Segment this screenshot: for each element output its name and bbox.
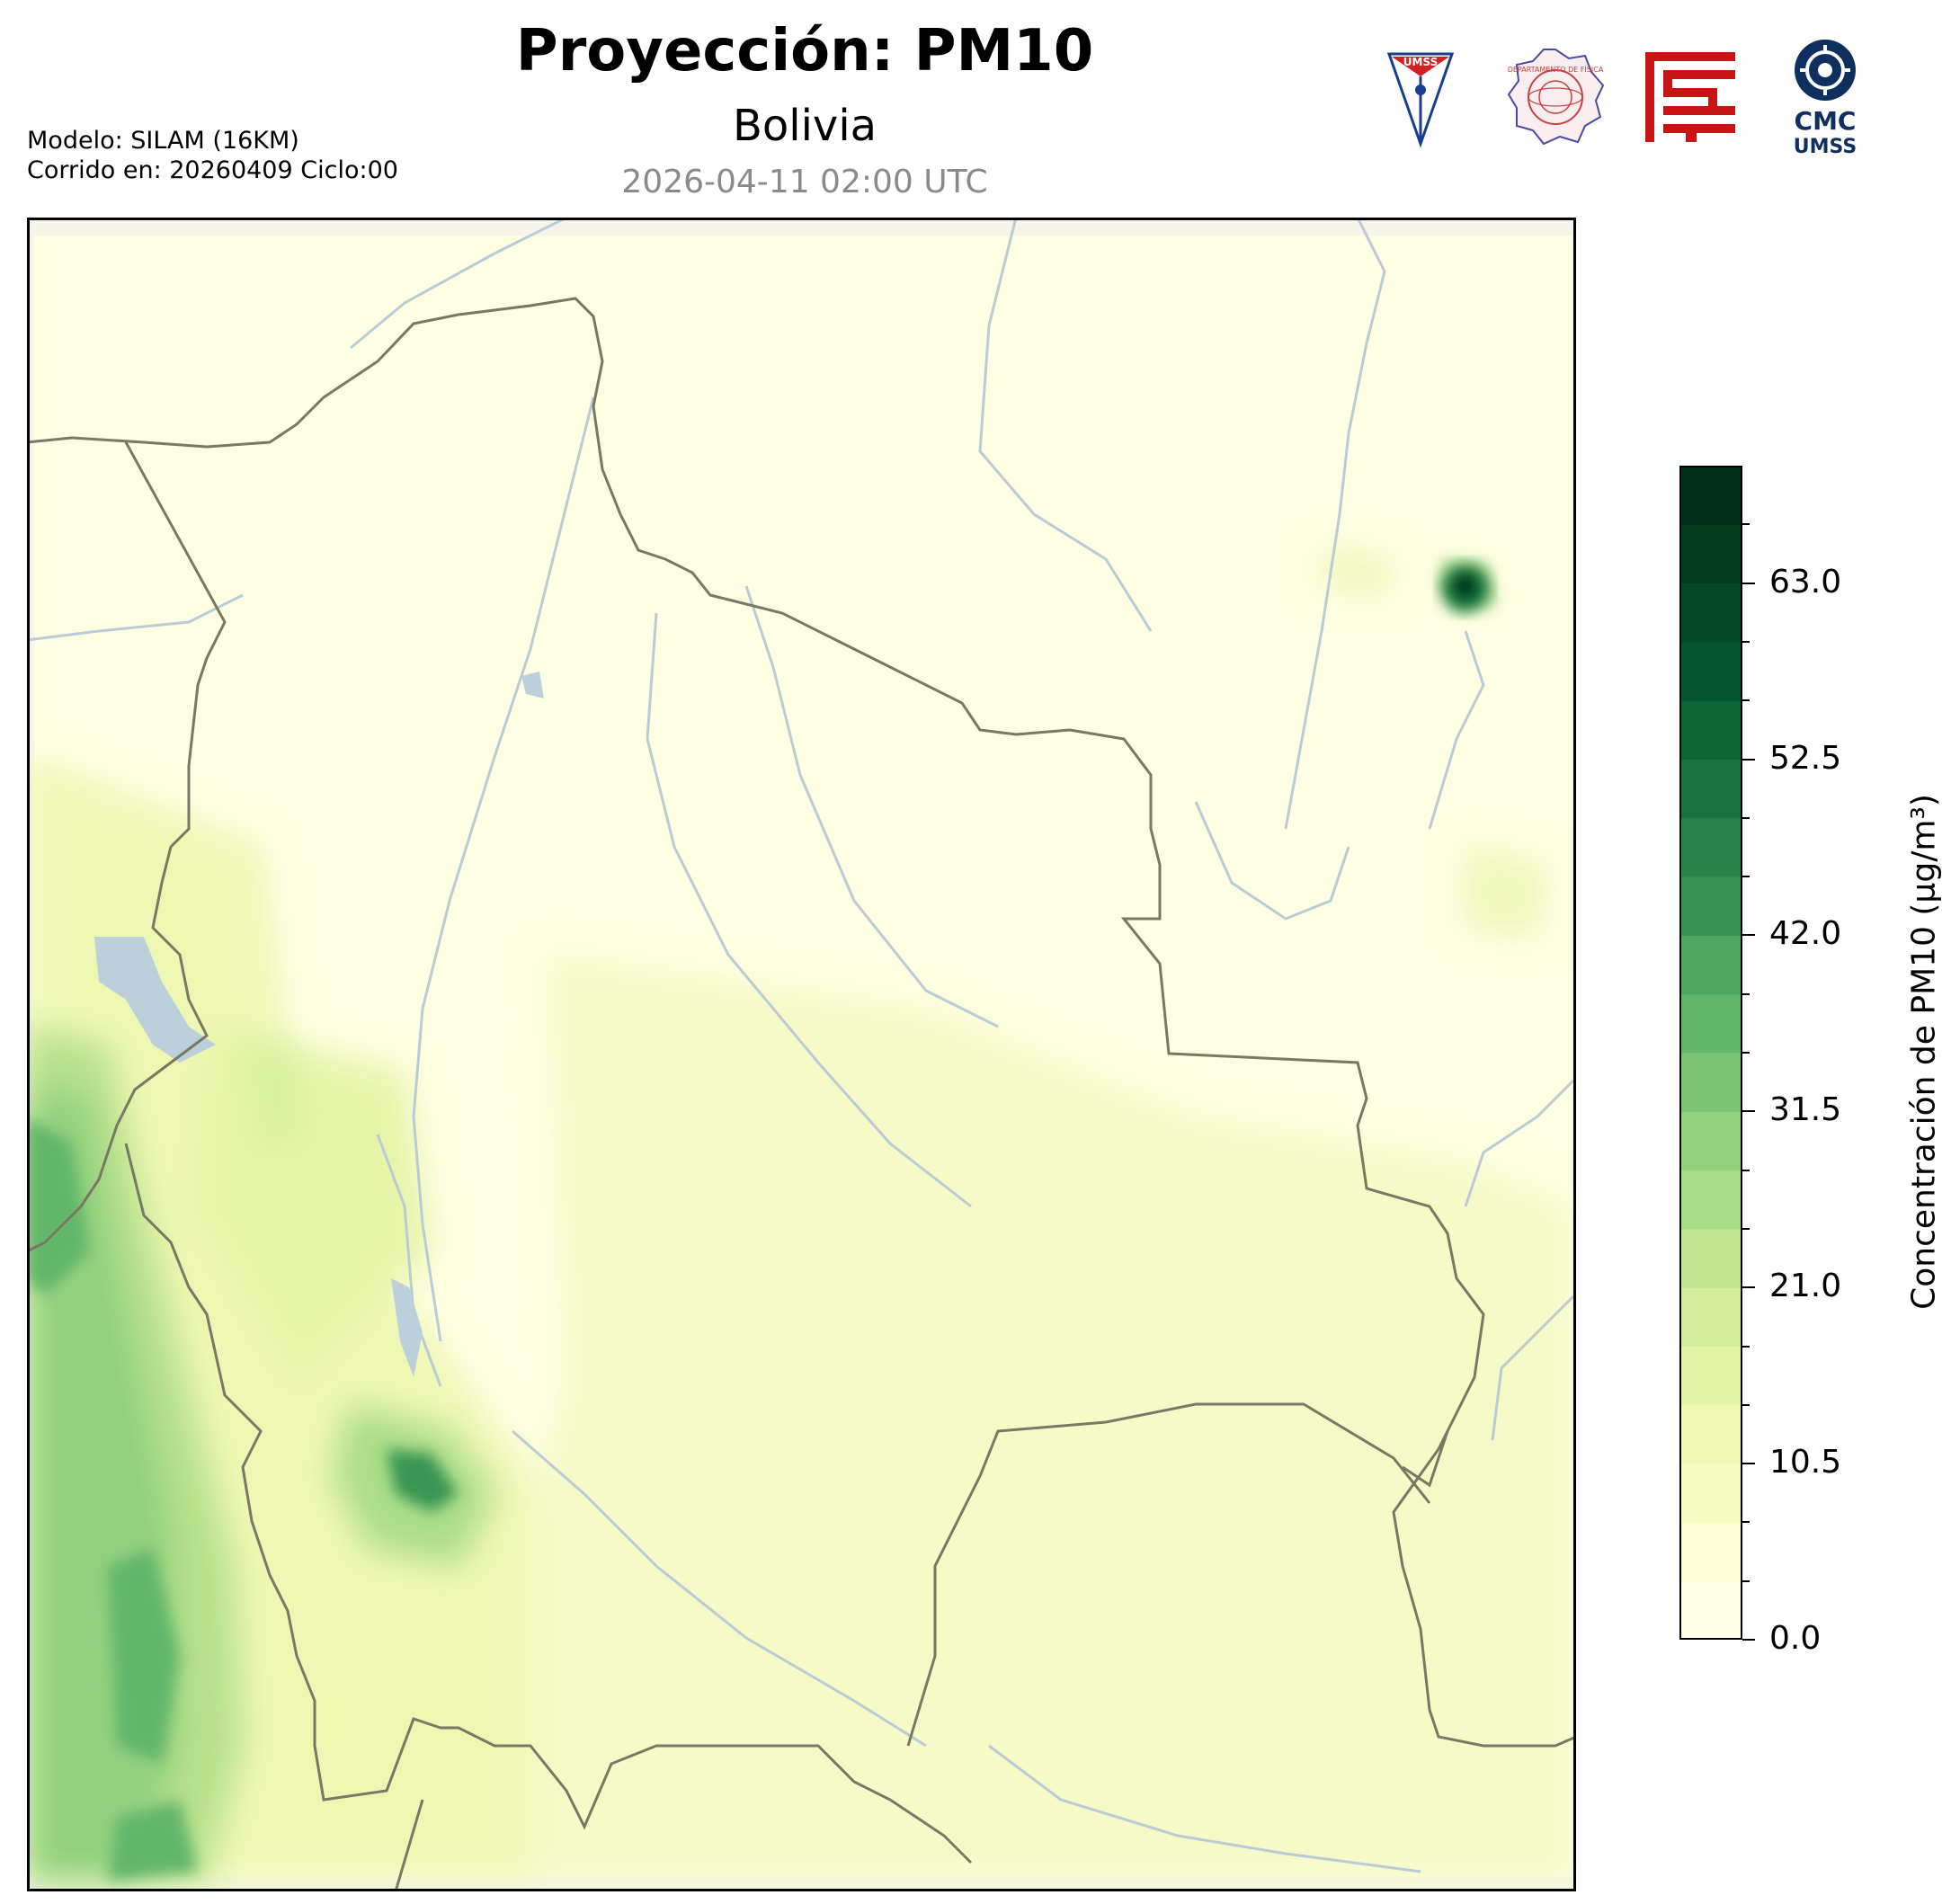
colorbar-segment [1679, 1053, 1742, 1112]
colorbar-minor-tick [1742, 992, 1750, 995]
pm10-concentration-map [27, 218, 1576, 1891]
colorbar-segment [1679, 759, 1742, 819]
colorbar-tick-label: 10.5 [1769, 1444, 1842, 1481]
colorbar-minor-tick [1742, 582, 1750, 584]
colorbar-minor-tick [1742, 640, 1750, 643]
colorbar-minor-tick [1742, 1169, 1750, 1171]
colorbar-segment [1679, 1580, 1742, 1640]
colorbar-minor-tick [1742, 1521, 1750, 1524]
colorbar-minor-tick [1742, 1286, 1750, 1289]
colorbar-segment [1679, 524, 1742, 584]
run-line: Corrido en: 20260409 Ciclo:00 [27, 156, 398, 184]
colorbar-minor-tick [1742, 1110, 1750, 1113]
colorbar-tick-label: 42.0 [1769, 915, 1842, 953]
colorbar-tick-label: 21.0 [1769, 1268, 1842, 1305]
colorbar-segment [1679, 1404, 1742, 1464]
colorbar [1679, 466, 1742, 1640]
colorbar-minor-tick [1742, 1227, 1750, 1230]
umss-logo: UMSS [1386, 52, 1455, 148]
country-borders [27, 297, 1576, 1891]
model-line: Modelo: SILAM (16KM) [27, 127, 299, 155]
forecast-datetime: 2026-04-11 02:00 UTC [621, 164, 988, 200]
colorbar-minor-tick [1742, 1345, 1750, 1348]
colorbar-segment [1679, 1346, 1742, 1406]
fisica-logo: DEPARTAMENTO DE FÍSICA [1508, 49, 1605, 146]
colorbar-minor-tick [1742, 934, 1750, 937]
colorbar-title: Concentración de PM10 (µg/m³) [1905, 794, 1942, 1310]
colorbar-segment [1679, 993, 1742, 1054]
colorbar-minor-tick [1742, 699, 1750, 702]
colorbar-minor-tick [1742, 1052, 1750, 1054]
colorbar-segment [1679, 583, 1742, 643]
colorbar-tick [1742, 1639, 1755, 1641]
colorbar-segment [1679, 935, 1742, 995]
map-border [27, 218, 1576, 1891]
colorbar-segment [1679, 876, 1742, 936]
umss-logo-text: UMSS [1403, 56, 1438, 68]
colorbar-segment [1679, 1287, 1742, 1347]
colorbar-tick-label: 0.0 [1769, 1620, 1822, 1657]
colorbar-minor-tick [1742, 816, 1750, 819]
colorbar-tick-label: 31.5 [1769, 1091, 1842, 1129]
colorbar-segment [1679, 1170, 1742, 1230]
colorbar-tick-label: 52.5 [1769, 739, 1842, 777]
colorbar-minor-tick [1742, 1579, 1750, 1582]
colorbar-segment [1679, 1464, 1742, 1523]
colorbar-tick-label: 63.0 [1769, 563, 1842, 601]
model-info: Modelo: SILAM (16KM) Corrido en: 2026040… [27, 126, 398, 185]
colorbar-segment [1679, 817, 1742, 877]
colorbar-minor-tick [1742, 876, 1750, 878]
lakes [94, 672, 544, 1377]
colorbar-minor-tick [1742, 1463, 1750, 1465]
colorbar-minor-tick [1742, 758, 1750, 761]
colorbar-segment [1679, 641, 1742, 701]
colorbar-segment [1679, 700, 1742, 760]
chart-title: Proyección: PM10 [515, 18, 1094, 85]
colorbar-border [1679, 466, 1742, 1640]
colorbar-segment [1679, 466, 1742, 525]
red-institution-logo [1645, 52, 1735, 142]
cmc-logo-subtext: UMSS [1794, 136, 1857, 158]
colorbar-minor-tick [1742, 1403, 1750, 1406]
pm10-hotspot [1442, 565, 1489, 611]
colorbar-segment [1679, 1111, 1742, 1171]
cmc-umss-logo: CMC UMSS [1794, 40, 1857, 158]
rivers [27, 218, 1575, 1873]
fisica-logo-text: DEPARTAMENTO DE FÍSICA [1508, 64, 1604, 74]
colorbar-minor-tick [1742, 523, 1750, 526]
cmc-logo-text: CMC [1795, 106, 1857, 136]
colorbar-segment [1679, 1522, 1742, 1582]
colorbar-segment [1679, 1228, 1742, 1288]
chart-subtitle: Bolivia [732, 101, 877, 151]
